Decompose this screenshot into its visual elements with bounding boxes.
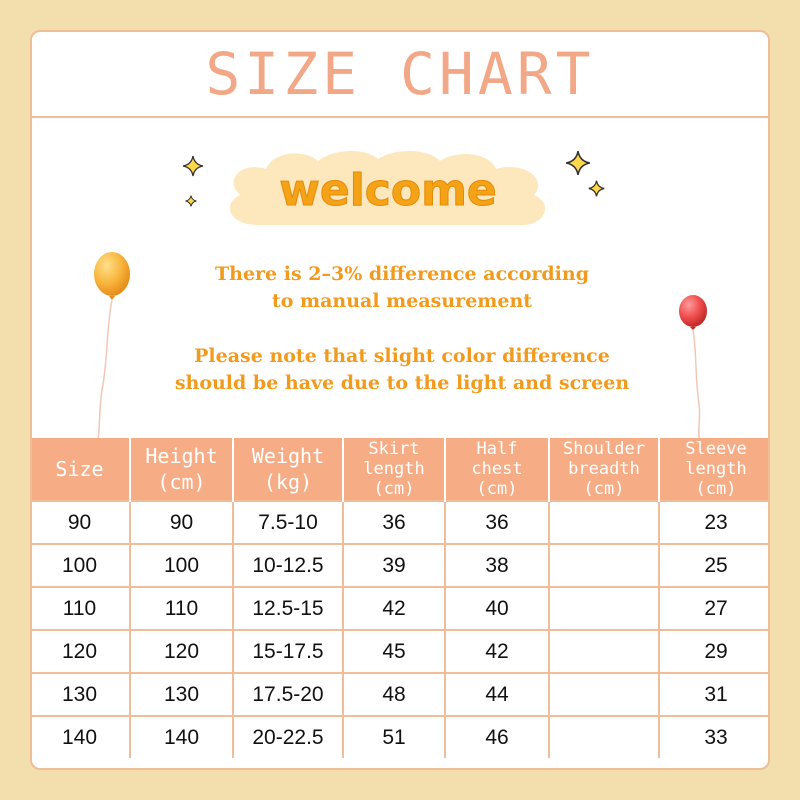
table-header-row: Size Height (cm) Weight (kg) Skirt length (c…	[32, 438, 768, 501]
cell-size: 140	[32, 715, 131, 758]
cell-height: 90	[129, 500, 234, 545]
table-row: 90 90 7.5-10 36 36 23	[32, 500, 768, 545]
welcome-badge: welcome	[218, 145, 558, 235]
table-row: 110 110 12.5-15 42 40 27	[32, 586, 768, 631]
header-weight: Weight (kg)	[233, 438, 344, 501]
cell-weight: 10-12.5	[232, 543, 344, 588]
header-shoulder-breadth: Shoulder breadth (cm)	[549, 438, 660, 501]
cell-weight: 20-22.5	[232, 715, 344, 758]
cell-half-chest: 38	[444, 543, 550, 588]
note-line: Please note that slight color difference	[194, 345, 610, 367]
cell-size: 100	[32, 543, 131, 588]
cell-shoulder-breadth	[548, 629, 660, 674]
title-bar: SIZE CHART	[32, 32, 768, 118]
cell-skirt-length: 45	[342, 629, 446, 674]
cell-size: 130	[32, 672, 131, 717]
cell-skirt-length: 42	[342, 586, 446, 631]
cell-half-chest: 44	[444, 672, 550, 717]
cell-sleeve-length: 23	[658, 500, 768, 545]
size-chart-card: SIZE CHART welcome There is 2–3% differe…	[30, 30, 770, 770]
cell-sleeve-length: 29	[658, 629, 768, 674]
cell-weight: 7.5-10	[232, 500, 344, 545]
sparkle-star-icon	[588, 180, 605, 197]
header-skirt-length: Skirt length (cm)	[343, 438, 446, 501]
orange-balloon-icon	[94, 252, 130, 440]
cell-skirt-length: 39	[342, 543, 446, 588]
color-note: Please note that slight color difference…	[32, 343, 768, 397]
cell-half-chest: 40	[444, 586, 550, 631]
cell-height: 100	[129, 543, 234, 588]
welcome-text: welcome	[279, 164, 498, 216]
cell-size: 120	[32, 629, 131, 674]
cell-sleeve-length: 33	[658, 715, 768, 758]
note-line: should be have due to the light and scre…	[174, 372, 630, 394]
header-sleeve-length: Sleeve length (cm)	[659, 438, 768, 501]
table-row: 140 140 20-22.5 51 46 33	[32, 715, 768, 758]
cell-shoulder-breadth	[548, 543, 660, 588]
cell-shoulder-breadth	[548, 672, 660, 717]
header-height: Height (cm)	[130, 438, 234, 501]
cell-sleeve-length: 31	[658, 672, 768, 717]
cell-half-chest: 46	[444, 715, 550, 758]
cell-size: 90	[32, 500, 131, 545]
cell-height: 140	[129, 715, 234, 758]
table-row: 120 120 15-17.5 45 42 29	[32, 629, 768, 674]
cloud-badge	[229, 150, 546, 226]
cell-sleeve-length: 27	[658, 586, 768, 631]
header-size: Size	[32, 438, 131, 501]
cell-shoulder-breadth	[548, 500, 660, 545]
cell-skirt-length: 51	[342, 715, 446, 758]
page-title: SIZE CHART	[205, 40, 595, 108]
measurement-note: There is 2–3% difference according to ma…	[32, 261, 768, 315]
cell-weight: 17.5-20	[232, 672, 344, 717]
cell-shoulder-breadth	[548, 586, 660, 631]
cell-weight: 15-17.5	[232, 629, 344, 674]
sparkle-star-icon	[182, 155, 204, 177]
sparkle-star-icon	[185, 195, 197, 207]
note-line: to manual measurement	[271, 290, 533, 312]
red-balloon-icon	[679, 295, 707, 444]
cell-half-chest: 36	[444, 500, 550, 545]
cell-height: 130	[129, 672, 234, 717]
size-table: Size Height (cm) Weight (kg) Skirt length (c…	[32, 438, 768, 758]
note-line: There is 2–3% difference according	[215, 263, 589, 285]
table-row: 130 130 17.5-20 48 44 31	[32, 672, 768, 717]
sparkle-star-icon	[566, 151, 590, 175]
cell-skirt-length: 36	[342, 500, 446, 545]
cell-size: 110	[32, 586, 131, 631]
header-half-chest: Half chest (cm)	[445, 438, 550, 501]
cell-shoulder-breadth	[548, 715, 660, 758]
cell-weight: 12.5-15	[232, 586, 344, 631]
cell-half-chest: 42	[444, 629, 550, 674]
cell-height: 120	[129, 629, 234, 674]
table-row: 100 100 10-12.5 39 38 25	[32, 543, 768, 588]
cell-height: 110	[129, 586, 234, 631]
cell-skirt-length: 48	[342, 672, 446, 717]
cell-sleeve-length: 25	[658, 543, 768, 588]
